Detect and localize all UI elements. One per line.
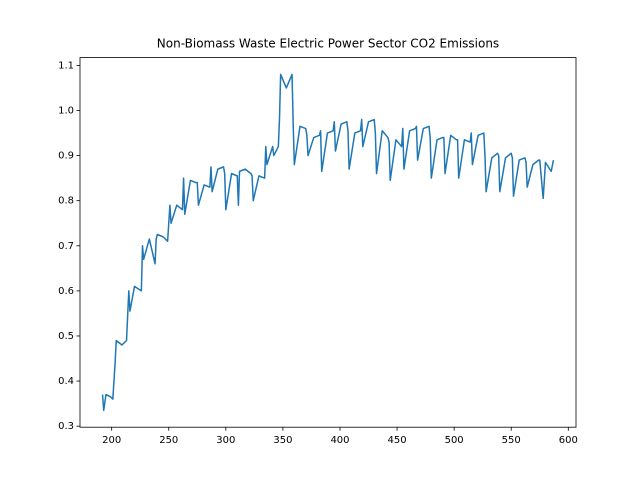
x-tick-label: 550 bbox=[502, 435, 521, 446]
x-tick-label: 200 bbox=[102, 435, 121, 446]
y-tick-label: 0.3 bbox=[58, 421, 74, 432]
y-tick-label: 0.5 bbox=[58, 331, 74, 342]
x-tick-label: 450 bbox=[388, 435, 407, 446]
y-tick-label: 1.1 bbox=[58, 60, 74, 71]
x-tick-label: 600 bbox=[559, 435, 578, 446]
y-tick-label: 0.4 bbox=[58, 376, 74, 387]
x-tick-label: 400 bbox=[330, 435, 349, 446]
x-tick-label: 350 bbox=[273, 435, 292, 446]
data-line bbox=[101, 73, 555, 412]
y-tick-label: 0.8 bbox=[58, 196, 74, 207]
y-tick-label: 1.0 bbox=[58, 105, 74, 116]
x-tick-label: 250 bbox=[159, 435, 178, 446]
y-tick-label: 0.6 bbox=[58, 286, 74, 297]
axes-frame bbox=[79, 57, 577, 428]
x-tick-label: 300 bbox=[216, 435, 235, 446]
x-tick-label: 500 bbox=[445, 435, 464, 446]
y-tick-label: 0.7 bbox=[58, 241, 74, 252]
chart-title: Non-Biomass Waste Electric Power Sector … bbox=[157, 37, 499, 51]
y-tick-label: 0.9 bbox=[58, 151, 74, 162]
